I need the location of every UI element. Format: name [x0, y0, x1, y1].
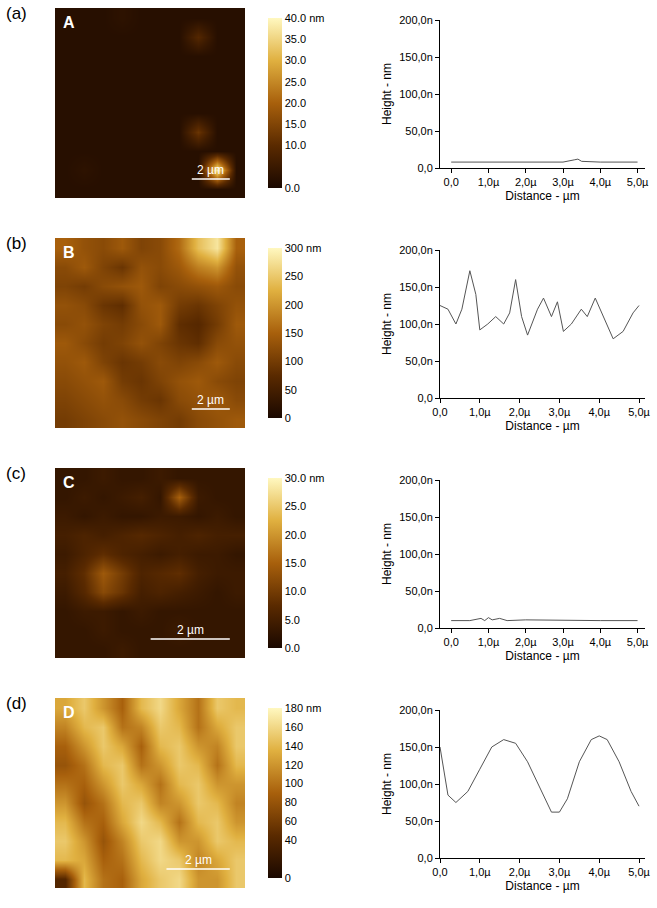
svg-text:0.0: 0.0	[285, 642, 300, 654]
svg-text:Height - nm: Height - nm	[380, 753, 394, 815]
svg-text:1,0µ: 1,0µ	[478, 176, 500, 188]
svg-text:Height - nm: Height - nm	[380, 63, 394, 125]
svg-text:A: A	[63, 14, 75, 31]
svg-text:1,0µ: 1,0µ	[469, 406, 491, 418]
svg-text:100,0n: 100,0n	[399, 778, 433, 790]
svg-text:200,0n: 200,0n	[399, 474, 433, 486]
svg-text:100,0n: 100,0n	[399, 318, 433, 330]
svg-text:(d): (d)	[6, 694, 27, 713]
svg-text:40.0 nm: 40.0 nm	[285, 12, 325, 24]
svg-text:Height - nm: Height - nm	[380, 523, 394, 585]
svg-text:0: 0	[285, 872, 291, 884]
svg-text:5,0µ: 5,0µ	[627, 636, 649, 648]
svg-text:100,0n: 100,0n	[399, 548, 433, 560]
svg-text:D: D	[63, 704, 75, 721]
svg-text:150,0n: 150,0n	[399, 741, 433, 753]
svg-text:1,0µ: 1,0µ	[469, 866, 491, 878]
svg-text:1,0µ: 1,0µ	[478, 636, 500, 648]
svg-text:200,0n: 200,0n	[399, 704, 433, 716]
svg-text:50,0n: 50,0n	[405, 815, 433, 827]
svg-text:150: 150	[285, 327, 303, 339]
svg-text:Distance - µm: Distance - µm	[505, 419, 579, 433]
svg-text:35.0: 35.0	[285, 33, 306, 45]
svg-text:3,0µ: 3,0µ	[552, 176, 574, 188]
svg-text:(a): (a)	[6, 4, 27, 23]
svg-text:250: 250	[285, 270, 303, 282]
svg-text:0,0: 0,0	[418, 852, 433, 864]
svg-text:80: 80	[285, 796, 297, 808]
svg-text:160: 160	[285, 721, 303, 733]
svg-text:2 µm: 2 µm	[185, 853, 212, 867]
svg-text:4,0µ: 4,0µ	[589, 636, 611, 648]
svg-text:180 nm: 180 nm	[285, 702, 322, 714]
svg-text:0,0: 0,0	[418, 392, 433, 404]
svg-text:60: 60	[285, 815, 297, 827]
svg-text:2 µm: 2 µm	[197, 163, 224, 177]
svg-text:(b): (b)	[6, 234, 27, 253]
svg-text:200,0n: 200,0n	[399, 244, 433, 256]
svg-text:5,0µ: 5,0µ	[628, 406, 650, 418]
svg-text:4,0µ: 4,0µ	[588, 866, 610, 878]
svg-text:5,0µ: 5,0µ	[628, 866, 650, 878]
svg-text:(c): (c)	[6, 464, 26, 483]
svg-text:2 µm: 2 µm	[177, 623, 204, 637]
svg-text:3,0µ: 3,0µ	[549, 866, 571, 878]
svg-text:Distance - µm: Distance - µm	[505, 189, 579, 203]
svg-text:0,0: 0,0	[432, 866, 447, 878]
svg-text:0,0: 0,0	[418, 622, 433, 634]
svg-text:300 nm: 300 nm	[285, 242, 322, 254]
svg-text:0.0: 0.0	[285, 182, 300, 194]
svg-text:5.0: 5.0	[285, 614, 300, 626]
svg-text:20.0: 20.0	[285, 529, 306, 541]
svg-text:0: 0	[285, 412, 291, 424]
svg-text:50,0n: 50,0n	[405, 585, 433, 597]
svg-text:2,0µ: 2,0µ	[515, 176, 537, 188]
svg-text:0,0: 0,0	[432, 406, 447, 418]
svg-text:140: 140	[285, 740, 303, 752]
svg-text:120: 120	[285, 759, 303, 771]
svg-text:50,0n: 50,0n	[405, 125, 433, 137]
svg-text:Distance - µm: Distance - µm	[505, 879, 579, 893]
svg-text:150,0n: 150,0n	[399, 511, 433, 523]
svg-text:50: 50	[285, 384, 297, 396]
svg-text:25.0: 25.0	[285, 76, 306, 88]
svg-text:0,0: 0,0	[418, 162, 433, 174]
svg-text:40: 40	[285, 834, 297, 846]
svg-text:0,0: 0,0	[444, 176, 459, 188]
svg-text:10.0: 10.0	[285, 585, 306, 597]
svg-text:200: 200	[285, 299, 303, 311]
svg-text:100: 100	[285, 355, 303, 367]
svg-text:4,0µ: 4,0µ	[588, 406, 610, 418]
svg-text:2,0µ: 2,0µ	[515, 636, 537, 648]
svg-text:20.0: 20.0	[285, 97, 306, 109]
svg-text:C: C	[63, 474, 75, 491]
svg-text:15.0: 15.0	[285, 118, 306, 130]
svg-text:150,0n: 150,0n	[399, 281, 433, 293]
svg-text:200,0n: 200,0n	[399, 14, 433, 26]
svg-text:Distance - µm: Distance - µm	[505, 649, 579, 663]
svg-text:10.0: 10.0	[285, 139, 306, 151]
svg-text:4,0µ: 4,0µ	[589, 176, 611, 188]
svg-text:25.0: 25.0	[285, 500, 306, 512]
svg-text:5,0µ: 5,0µ	[627, 176, 649, 188]
svg-text:B: B	[63, 244, 75, 261]
svg-text:150,0n: 150,0n	[399, 51, 433, 63]
svg-text:50,0n: 50,0n	[405, 355, 433, 367]
svg-text:3,0µ: 3,0µ	[552, 636, 574, 648]
svg-text:0,0: 0,0	[444, 636, 459, 648]
svg-text:2,0µ: 2,0µ	[509, 406, 531, 418]
svg-text:15.0: 15.0	[285, 557, 306, 569]
svg-text:3,0µ: 3,0µ	[549, 406, 571, 418]
svg-text:30.0: 30.0	[285, 54, 306, 66]
svg-text:2,0µ: 2,0µ	[509, 866, 531, 878]
svg-text:100,0n: 100,0n	[399, 88, 433, 100]
svg-text:100: 100	[285, 777, 303, 789]
svg-text:30.0 nm: 30.0 nm	[285, 472, 325, 484]
svg-text:Height - nm: Height - nm	[380, 293, 394, 355]
svg-text:2 µm: 2 µm	[197, 393, 224, 407]
